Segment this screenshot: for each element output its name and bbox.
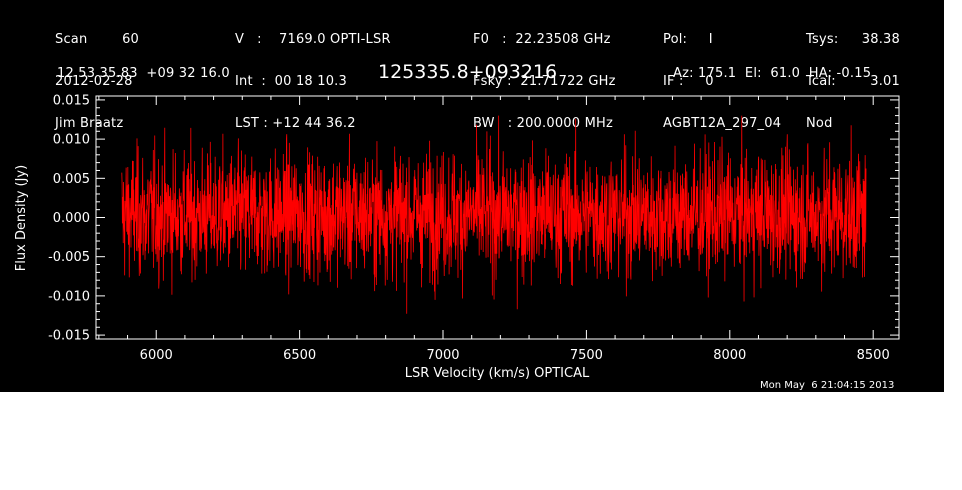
y-axis-label: Flux Density (Jy) xyxy=(14,165,29,271)
y-tick-label: -0.005 xyxy=(48,250,90,265)
header-coordinates: 12 53 35.83 +09 32 16.0 xyxy=(57,66,230,81)
y-tick-label: -0.015 xyxy=(48,329,90,344)
y-tick-label: 0.000 xyxy=(53,211,90,226)
series-layer xyxy=(121,115,867,314)
header-f0: F0 : 22.23508 GHz xyxy=(473,32,611,47)
header-pol-block: Pol: I IF : 0 AGBT12A_297_04 xyxy=(663,7,781,156)
header-date: 2012-02-28 xyxy=(55,74,133,89)
header-fsky: Fsky : 21.71722 GHz xyxy=(473,74,616,89)
header-velocity: V : 7169.0 OPTI-LSR xyxy=(235,32,391,47)
x-tick-label: 6000 xyxy=(140,348,173,363)
y-tick-label: 0.005 xyxy=(53,172,90,187)
x-tick-label: 8500 xyxy=(857,348,890,363)
header-telescope-position: Az: 175.1 El: 61.0 HA: -0.15 xyxy=(673,66,872,81)
x-tick-label: 7500 xyxy=(570,348,603,363)
header-integration: Int : 00 18 10.3 xyxy=(235,74,347,89)
header-tcal-label: Tcal: xyxy=(806,74,836,89)
header-tsys-label: Tsys: xyxy=(806,32,839,47)
header-mode: Nod xyxy=(806,116,833,131)
header-tsys-value: 38.38 xyxy=(861,32,900,47)
header-velocity-block: V : 7169.0 OPTI-LSR Int : 00 18 10.3 LST… xyxy=(235,7,391,156)
source-name: 125335.8+093216 xyxy=(378,61,558,83)
header-scan-block: Scan 60 2012-02-28 Jim Braatz xyxy=(55,7,139,156)
x-tick-label: 7000 xyxy=(426,348,459,363)
spectrum-series-line xyxy=(121,115,867,314)
header-observer: Jim Braatz xyxy=(55,116,124,131)
header-polarization: Pol: I xyxy=(663,32,713,47)
x-tick-label: 6500 xyxy=(283,348,316,363)
y-tick-label: -0.010 xyxy=(48,289,90,304)
header-bandwidth: BW : 200.0000 MHz xyxy=(473,116,613,131)
header-system-values: 38.38 3.01 xyxy=(840,7,900,114)
plot-timestamp: Mon May 6 21:04:15 2013 xyxy=(760,380,895,391)
header-tcal-value: 3.01 xyxy=(870,74,900,89)
y-tick-label: 0.010 xyxy=(53,133,90,148)
header-frequency-block: F0 : 22.23508 GHz Fsky : 21.71722 GHz BW… xyxy=(473,7,616,156)
header-project: AGBT12A_297_04 xyxy=(663,116,782,131)
axes-layer: 6000 6500 7000 7500 8000 8500 0.015 0.010 0.005 0… xyxy=(48,93,900,363)
header-if: IF : 0 xyxy=(663,74,714,89)
x-tick-label: 8000 xyxy=(713,348,746,363)
header-system-labels: Tsys: Tcal: Nod xyxy=(806,7,838,156)
x-axis-label: LSR Velocity (km/s) OPTICAL xyxy=(405,366,590,381)
header-scan: Scan 60 xyxy=(55,32,140,47)
header-lst: LST : +12 44 36.2 xyxy=(235,116,356,131)
y-tick-label: 0.015 xyxy=(53,93,90,108)
spectrum-chart: 6000 6500 7000 7500 8000 8500 0.015 0.010 0.005 0… xyxy=(14,93,900,381)
